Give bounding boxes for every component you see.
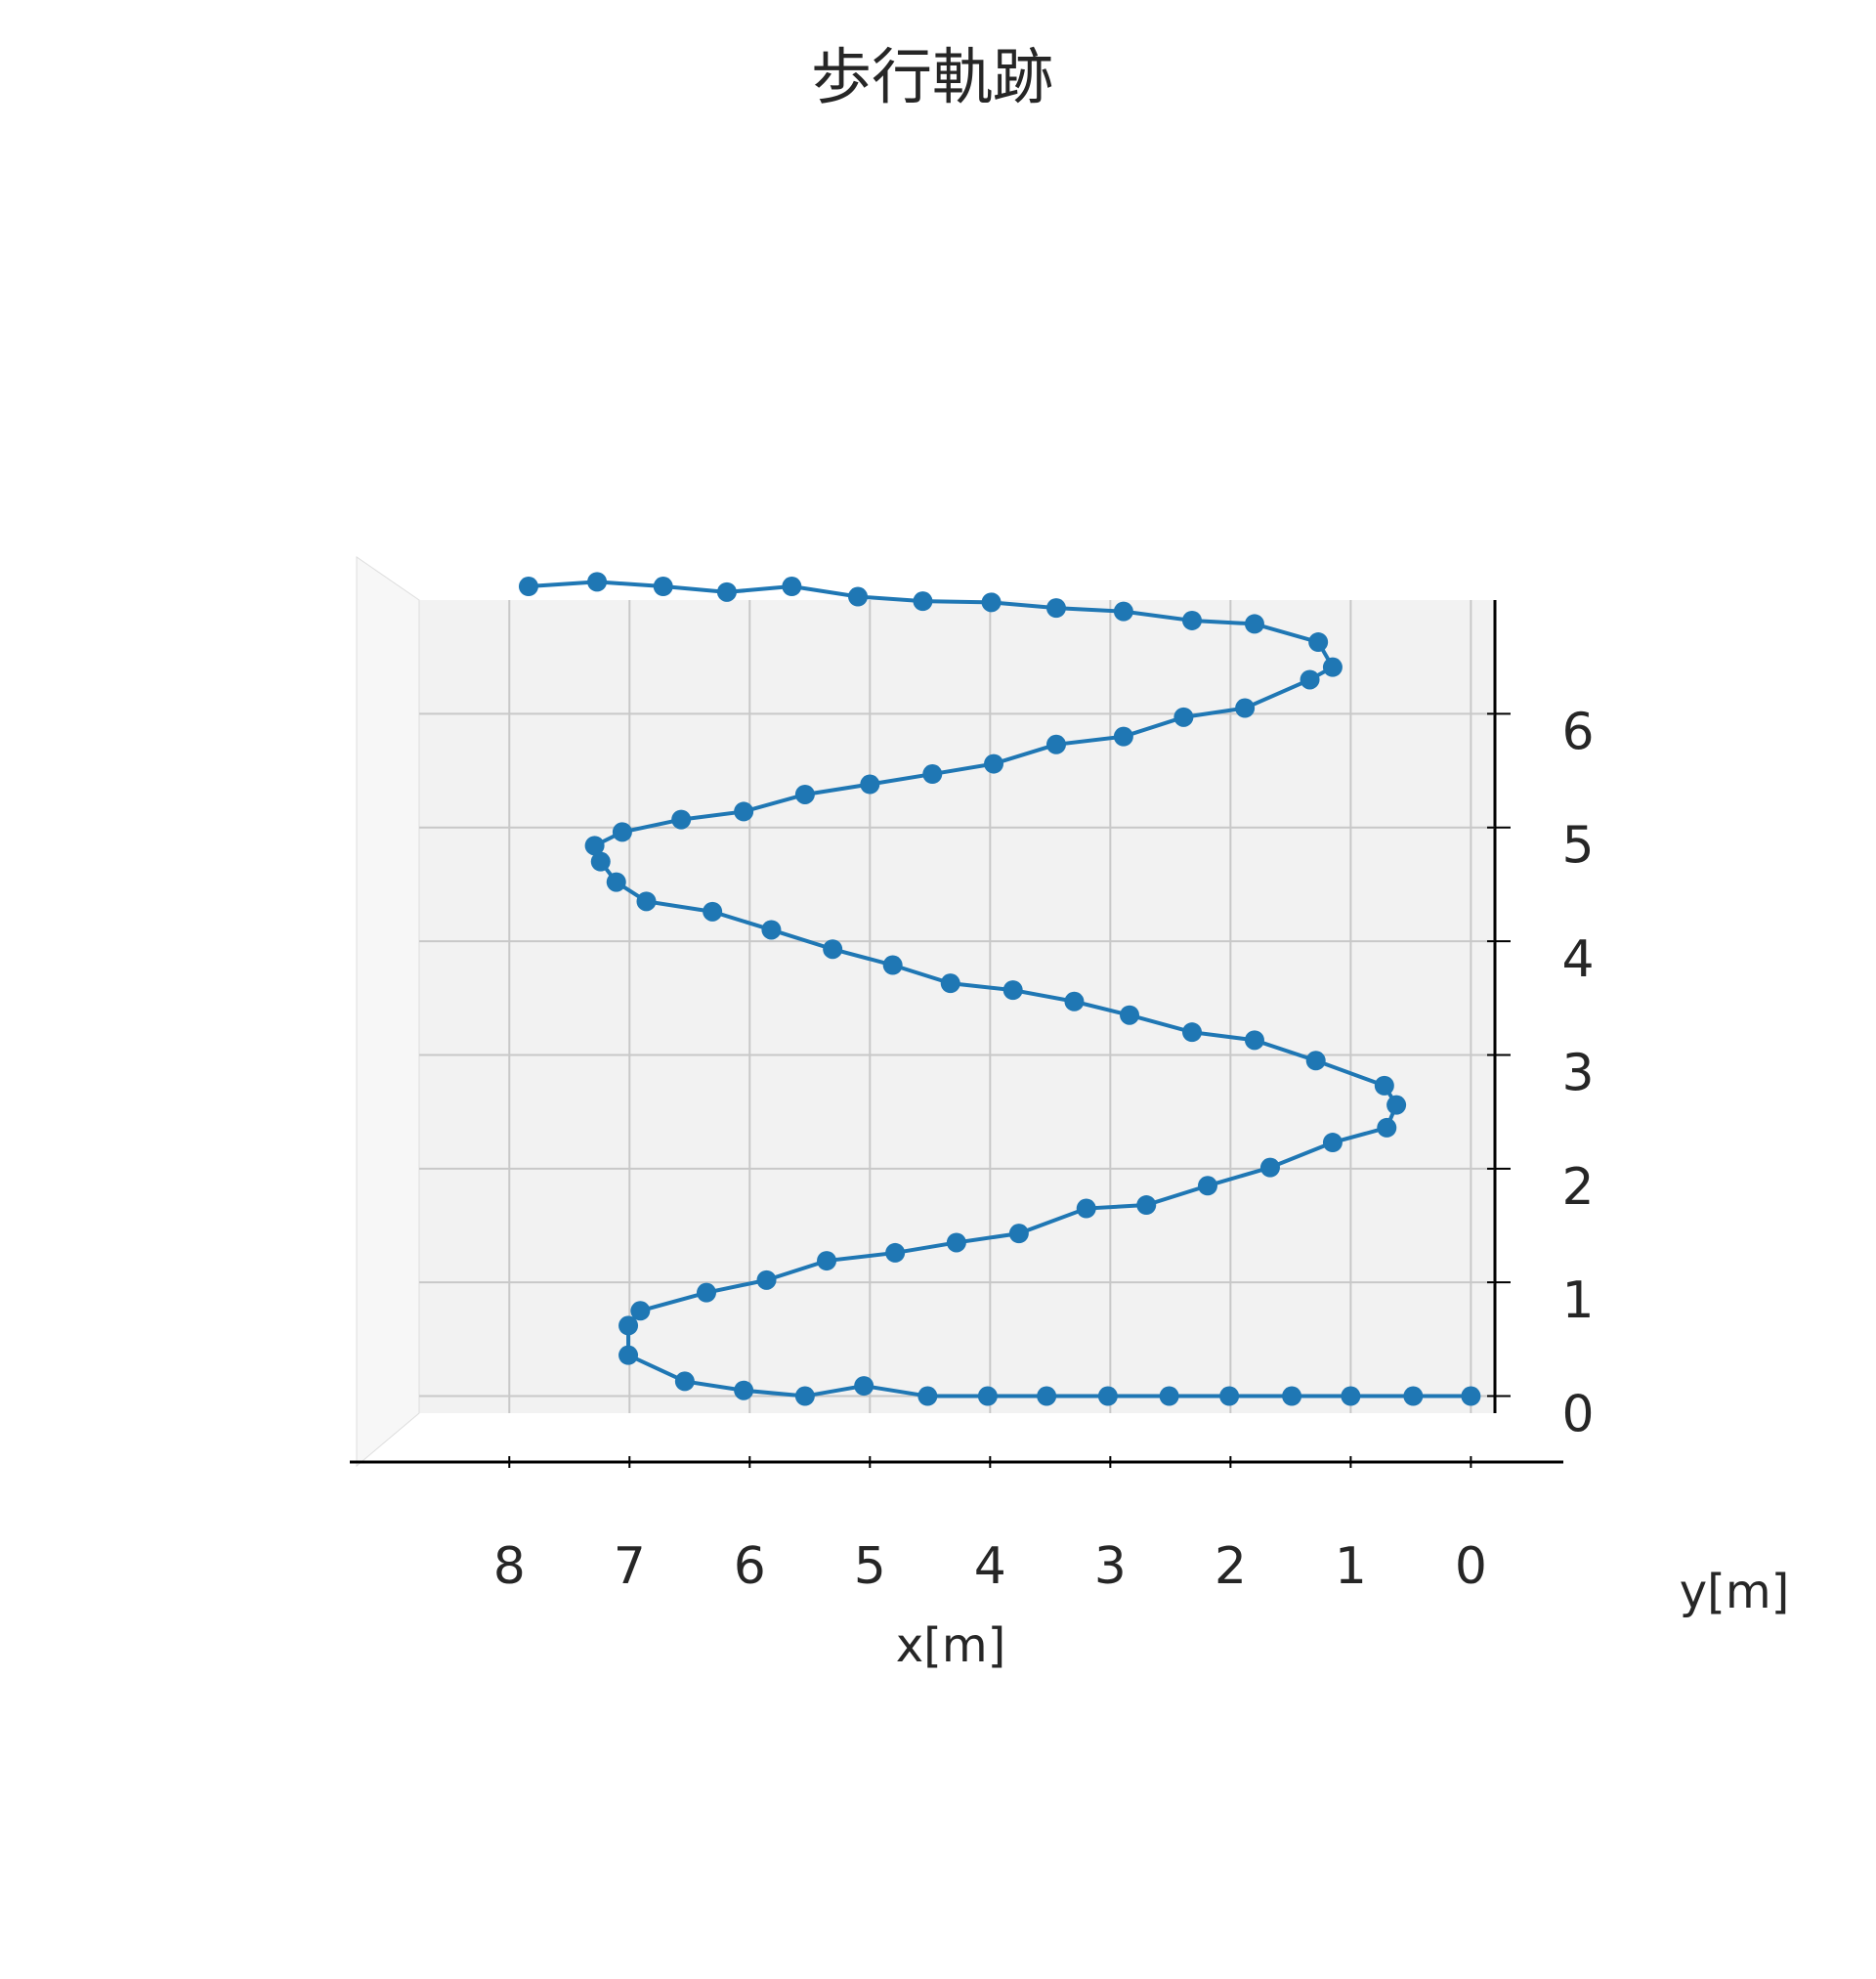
z-tick-label: 3: [1561, 1044, 1594, 1102]
trajectory-point: [984, 753, 1004, 774]
trajectory-point: [518, 577, 538, 597]
trajectory-point: [860, 774, 880, 795]
trajectory-point: [854, 1376, 874, 1397]
trajectory-point: [817, 1251, 837, 1271]
trajectory-point: [1159, 1386, 1179, 1406]
trajectory-point: [1008, 1224, 1029, 1244]
x-tick-label: 4: [974, 1537, 1006, 1596]
trajectory-point: [1259, 1157, 1280, 1178]
trajectory-point: [1322, 657, 1343, 677]
trajectory-point: [823, 939, 843, 960]
trajectory-point: [703, 901, 723, 922]
trajectory-point: [882, 955, 903, 975]
trajectory-point: [584, 836, 605, 856]
trajectory-point: [716, 581, 737, 602]
trajectory-point: [1322, 1133, 1343, 1153]
trajectory-point: [1076, 1198, 1096, 1219]
x-tick-label: 7: [614, 1537, 646, 1596]
trajectory-point: [1341, 1386, 1361, 1406]
trajectory-line: [528, 580, 1471, 1398]
x-tick-label: 8: [493, 1537, 526, 1596]
trajectory-point: [1244, 1030, 1264, 1051]
trajectory-point: [913, 591, 933, 612]
trajectory-point: [618, 1315, 639, 1336]
trajectory-point: [782, 577, 802, 597]
trajectory-point: [653, 577, 673, 597]
trajectory-point: [636, 891, 657, 912]
trajectory-point: [1219, 1386, 1240, 1406]
x-axis-label: x[m]: [896, 1618, 1006, 1673]
trajectory-point: [697, 1282, 717, 1303]
z-tick-label: 2: [1561, 1158, 1594, 1217]
z-tick-label: 0: [1561, 1386, 1594, 1444]
trajectory-point: [671, 809, 692, 830]
trajectory-point: [1037, 1386, 1057, 1406]
trajectory-point: [612, 822, 632, 842]
trajectory-point: [1181, 610, 1202, 630]
x-tick-label: 2: [1215, 1537, 1247, 1596]
trajectory-point: [630, 1301, 651, 1321]
trajectory-point: [1300, 669, 1320, 690]
x-tick-label: 0: [1455, 1537, 1487, 1596]
x-tick-label: 1: [1335, 1537, 1367, 1596]
trajectory-point: [848, 586, 869, 607]
trajectory-point: [977, 1386, 998, 1406]
trajectory-point: [1113, 601, 1133, 622]
trajectory-point: [946, 1232, 966, 1253]
y-axis-label: y[m]: [1680, 1565, 1790, 1619]
trajectory-point: [1120, 1005, 1140, 1025]
z-tick-label: 5: [1561, 817, 1594, 876]
trajectory-point: [1403, 1386, 1424, 1406]
trajectory-point: [885, 1242, 906, 1263]
trajectory-point: [1136, 1195, 1157, 1216]
trajectory-point: [917, 1386, 938, 1406]
chart-title: 歩行軌跡: [811, 41, 1053, 112]
trajectory-point: [1308, 632, 1329, 653]
x-tick-label: 3: [1094, 1537, 1127, 1596]
trajectory-point: [1197, 1176, 1217, 1196]
trajectory-point: [1305, 1051, 1326, 1071]
trajectory-point: [1244, 614, 1264, 634]
trajectory-point: [1235, 698, 1256, 718]
trajectory-point: [1173, 707, 1194, 727]
trajectory-point: [1045, 734, 1066, 754]
pane: [419, 600, 1495, 1413]
trajectory-point: [1064, 991, 1085, 1011]
trajectory-point: [1374, 1075, 1394, 1096]
trajectory-point: [674, 1371, 695, 1392]
x-tick-label: 5: [854, 1537, 886, 1596]
trajectory-point: [756, 1269, 777, 1290]
z-tick-label: 6: [1561, 703, 1594, 761]
z-tick-label: 4: [1561, 930, 1594, 989]
trajectory-point: [761, 920, 782, 940]
trajectory-point: [940, 973, 960, 994]
side-pane: [356, 556, 420, 1468]
trajectory-point: [1377, 1117, 1397, 1138]
trajectory-point: [618, 1345, 639, 1365]
trajectory-point: [1097, 1386, 1118, 1406]
trajectory-point: [734, 1380, 754, 1400]
trajectory-point: [981, 592, 1002, 613]
trajectory-point: [1181, 1022, 1202, 1043]
trajectory-point: [1002, 980, 1023, 1001]
trajectory-point: [587, 572, 608, 592]
z-tick-label: 1: [1561, 1271, 1594, 1330]
trajectory-point: [1461, 1386, 1481, 1406]
trajectory-point: [734, 801, 754, 822]
trajectory-point: [794, 1386, 815, 1406]
trajectory-point: [922, 764, 943, 785]
x-tick-label: 6: [734, 1537, 766, 1596]
trajectory-point: [794, 784, 815, 804]
trajectory-point: [590, 851, 611, 872]
trajectory-point: [1282, 1386, 1302, 1406]
trajectory-point: [1113, 726, 1133, 747]
trajectory-point: [1386, 1095, 1407, 1115]
trajectory-point: [606, 872, 626, 892]
trajectory-point: [1045, 598, 1066, 619]
